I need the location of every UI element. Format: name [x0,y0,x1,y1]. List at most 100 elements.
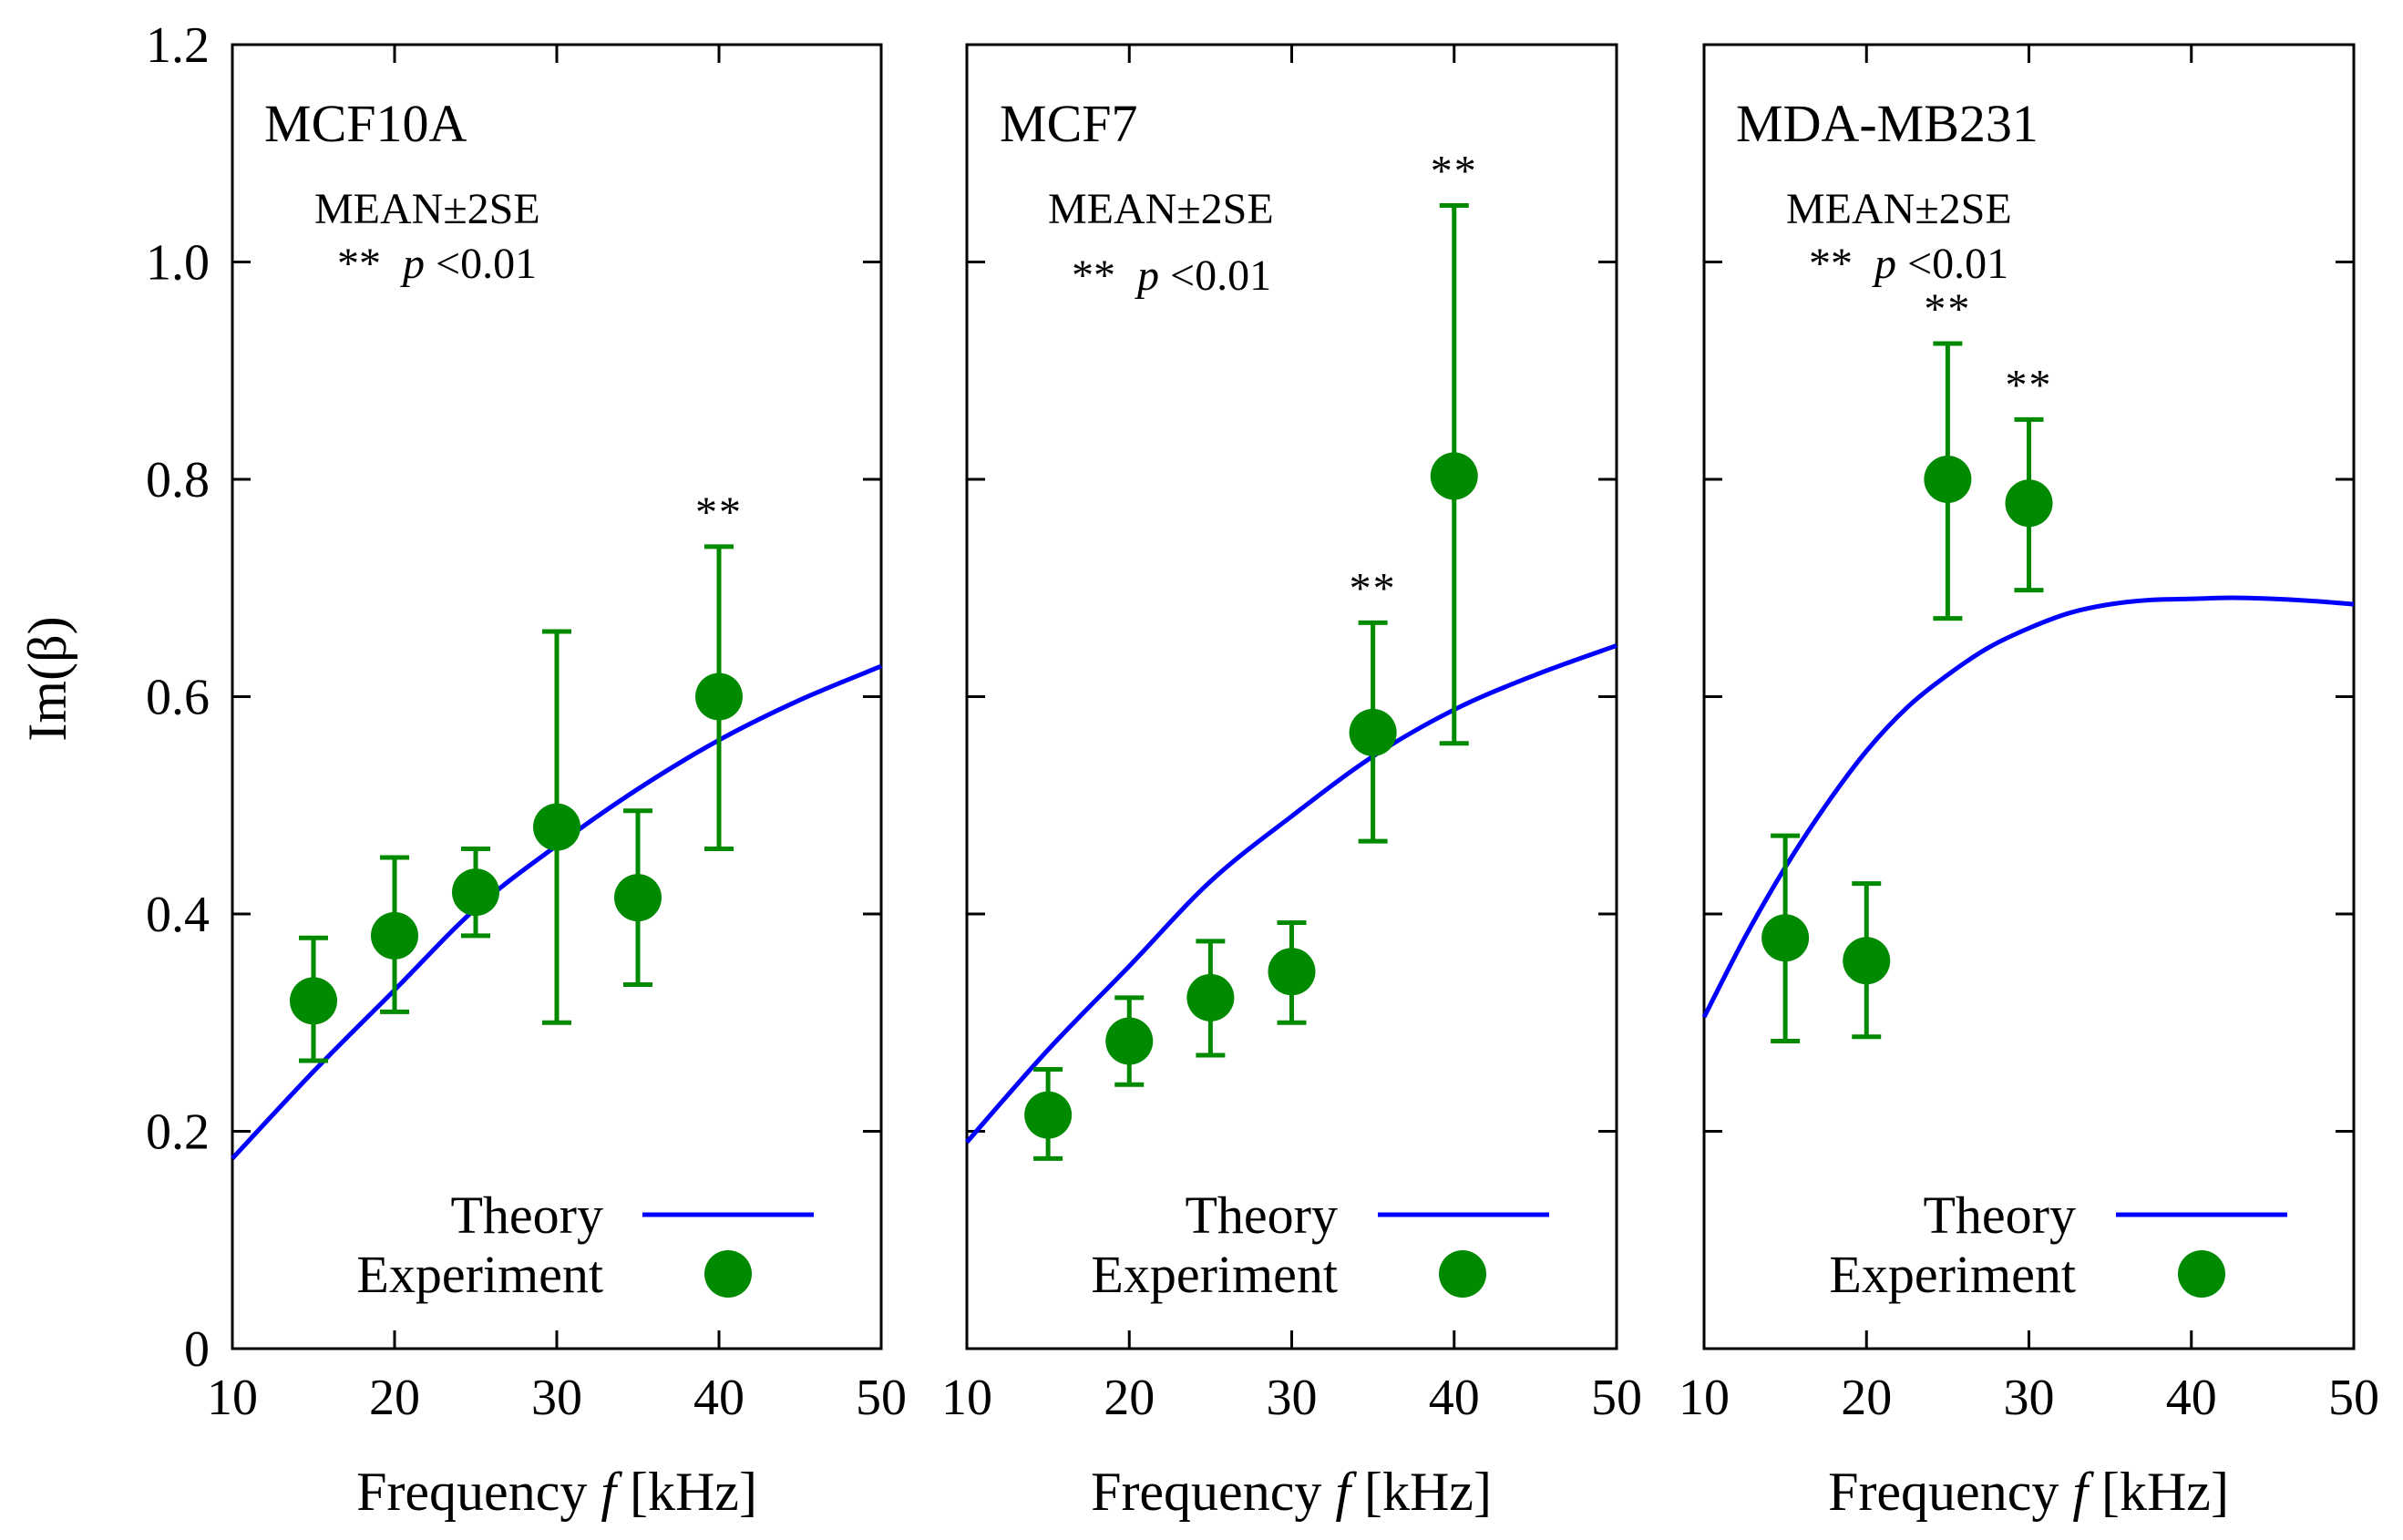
experiment-point [2005,479,2053,528]
y-ticks: 0 0.2 0.4 0.6 0.8 1.0 1.2 [146,17,881,1378]
x-axis-label-var: f [2072,1462,2094,1522]
experiment-point [1024,1091,1073,1139]
theory-curve [1701,595,2355,1019]
x-axis-label-var: f [601,1462,622,1522]
legend-experiment-marker [2178,1250,2225,1298]
x-tick-label: 10 [207,1370,258,1426]
stats-p-label: ** p <0.01 [337,240,537,288]
x-axis-label: Frequency f [kHz] [1828,1462,2229,1522]
experiment-point [1430,452,1478,500]
stats-p-label: ** p <0.01 [1072,252,1271,300]
stats-stars: ** [1809,240,1853,288]
x-ticks: 10 20 30 40 50 [1679,45,2379,1426]
legend-experiment-marker [1439,1250,1486,1298]
significance-marker: ** [1924,285,1971,334]
x-tick-label: 30 [2004,1370,2055,1426]
plot-frame [965,43,1618,1350]
legend-experiment-label: Experiment [1829,1245,2076,1304]
experiment-point [371,911,418,960]
x-tick-label: 10 [1679,1370,1730,1426]
panel-mcf7: 10 20 30 40 50 ** ** MCF7 MEAN±2SE ** p <0.01… [941,43,1642,1522]
experiment-point [614,874,662,922]
experiment-point [1105,1017,1154,1065]
experiment-point [1843,937,1891,985]
x-tick-label: 40 [693,1370,745,1426]
y-tick-label: 0.8 [146,452,210,508]
x-axis-label: Frequency f [kHz] [1091,1462,1492,1522]
panel-mcf10a: 0 0.2 0.4 0.6 0.8 1.0 1.2 10 20 30 40 50 ** MCF10A… [146,17,907,1522]
experiment-point [452,868,499,917]
stats-threshold: <0.01 [1907,240,2008,288]
x-tick-label: 10 [941,1370,992,1426]
x-axis-label-suffix: [kHz] [630,1462,757,1522]
y-axis-label: Im(β) [17,616,77,741]
x-axis-label-var: f [1335,1462,1357,1522]
stats-threshold: <0.01 [436,240,537,288]
stats-mean-label: MEAN±2SE [1786,185,2012,233]
stats-stars: ** [337,240,381,288]
legend-experiment-label: Experiment [356,1245,603,1304]
y-tick-label: 0.2 [146,1104,210,1161]
experiment-point [1186,973,1235,1022]
legend-theory-label: Theory [1186,1186,1339,1245]
x-tick-label: 40 [1429,1370,1480,1426]
stats-p: p [1135,252,1159,300]
legend-theory-label: Theory [1924,1186,2077,1245]
x-tick-label: 50 [856,1370,907,1426]
experiment-point [695,672,743,721]
experiment-point [1349,708,1397,756]
experiment-point [1924,456,1972,503]
y-ticks [967,43,1617,1350]
experiment-point [533,803,580,851]
panel-title: MDA-MB231 [1736,94,2038,153]
x-tick-label: 50 [1591,1370,1642,1426]
x-axis-label-prefix: Frequency [1091,1462,1335,1522]
y-tick-label: 1.0 [146,235,210,292]
x-tick-label: 20 [369,1370,420,1426]
legend-theory-label: Theory [451,1186,604,1245]
x-tick-label: 40 [2166,1370,2217,1426]
plot-frame [1702,43,2356,1350]
x-axis-label-prefix: Frequency [356,1462,601,1522]
stats-p: p [1872,240,1896,288]
data-marks: ** ** [1701,285,2355,1044]
experiment-point [290,977,337,1025]
x-tick-label: 30 [531,1370,582,1426]
experiment-point [1761,914,1810,962]
theory-curve [965,643,1617,1145]
x-axis-label-suffix: [kHz] [2101,1462,2229,1522]
significance-marker: ** [1431,147,1478,195]
x-axis-label-suffix: [kHz] [1364,1462,1492,1522]
panel-mda-mb231: 10 20 30 40 50 ** ** MDA-MB231 MEAN±2SE ** p … [1679,43,2379,1522]
stats-threshold: <0.01 [1170,252,1271,300]
data-marks: ** [231,488,882,1161]
y-tick-label: 0 [184,1321,210,1378]
stats-p-label: ** p <0.01 [1809,240,2008,288]
panel-title: MCF7 [1000,94,1138,153]
y-tick-label: 0.6 [146,670,210,726]
x-tick-label: 20 [1104,1370,1155,1426]
y-ticks [1704,43,2354,1350]
stats-p: p [400,240,425,288]
data-marks: ** ** [965,147,1617,1161]
stats-stars: ** [1072,252,1115,300]
x-tick-label: 30 [1267,1370,1318,1426]
x-axis-label: Frequency f [kHz] [356,1462,757,1522]
x-ticks: 10 20 30 40 50 [207,45,907,1426]
y-tick-label: 1.2 [146,17,210,74]
experiment-point [1268,948,1316,996]
stats-mean-label: MEAN±2SE [1048,185,1274,233]
x-axis-label-prefix: Frequency [1828,1462,2072,1522]
legend-experiment-marker [704,1250,752,1298]
significance-marker: ** [2006,361,2053,409]
x-ticks: 10 20 30 40 50 [941,45,1642,1426]
x-tick-label: 20 [1841,1370,1892,1426]
panel-title: MCF10A [264,94,467,153]
theory-curve [231,663,882,1161]
significance-marker: ** [695,488,743,537]
legend-experiment-label: Experiment [1091,1245,1338,1304]
stats-mean-label: MEAN±2SE [314,185,540,233]
x-tick-label: 50 [2328,1370,2379,1426]
y-tick-label: 0.4 [146,887,210,943]
